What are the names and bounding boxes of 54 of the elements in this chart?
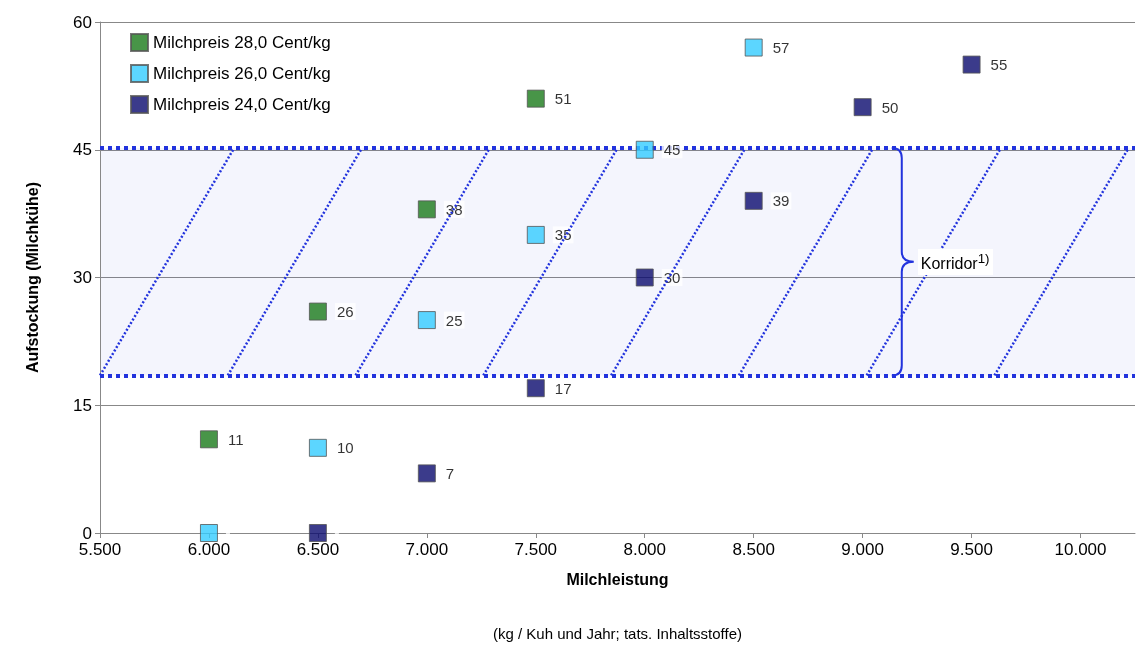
data-label: 17: [554, 379, 572, 397]
point: [635, 140, 654, 159]
x-tick-label: 7.500: [514, 540, 558, 559]
band-label: Korridor$^{1)}$: [917, 248, 993, 276]
data-label: 45: [663, 141, 681, 159]
y-tick-label: 0: [82, 523, 92, 543]
y-tick-label: 30: [73, 268, 92, 287]
point: [417, 464, 436, 483]
point: [526, 89, 545, 108]
point: [744, 191, 763, 210]
x-tick-label: 8.000: [623, 540, 667, 559]
point: [526, 225, 545, 244]
data-label: 11: [227, 430, 244, 448]
legend-label: Milchpreis 26,0 Cent/kg: [153, 64, 331, 83]
data-label: 25: [445, 311, 463, 329]
data-label: 57: [772, 39, 790, 57]
text: (kg / Kuh und Jahr; tats. Inhaltsstoffe): [492, 625, 743, 642]
point: [635, 268, 654, 287]
data-label: 51: [554, 90, 572, 108]
x-tick-label: 10.000: [1054, 540, 1107, 559]
x-tick-label: 8.500: [732, 540, 775, 559]
point: [417, 311, 436, 330]
point: [526, 379, 545, 398]
x-tick-label: 5.500: [78, 540, 122, 559]
point: [308, 302, 327, 321]
x-tick-label: 9.000: [841, 540, 884, 559]
data-label: 50: [881, 98, 899, 116]
point: [962, 55, 981, 74]
data-label: 35: [554, 226, 572, 244]
data-label: 38: [445, 200, 463, 218]
y-tick-label: 15: [73, 395, 92, 415]
point: [417, 200, 436, 219]
data-label: 26: [336, 303, 354, 321]
x-tick-label: 6.000: [187, 540, 231, 559]
x-tick-label: 9.500: [950, 540, 993, 559]
y-tick-label: 60: [73, 12, 92, 32]
x-tick-label: 6.500: [296, 540, 340, 559]
point: [199, 430, 218, 449]
legend-label: Milchpreis 28,0 Cent/kg: [153, 33, 331, 52]
x-axis-title: Milchleistung: [566, 570, 669, 588]
point: [744, 38, 763, 57]
x-tick-label: 7.000: [405, 540, 449, 559]
point: [853, 98, 872, 117]
data-label: 55: [990, 56, 1008, 74]
point: [199, 524, 218, 542]
y-tick-label: 45: [73, 140, 92, 160]
point: [308, 524, 327, 542]
data-label: 30: [663, 269, 681, 286]
data-label: 7: [445, 464, 455, 482]
data-label: 39: [772, 192, 790, 210]
y-axis-title: Aufstockung (Milchkühe): [23, 181, 41, 374]
data-label: 10: [336, 439, 354, 457]
point: [308, 438, 327, 457]
legend-label: Milchpreis 24,0 Cent/kg: [153, 95, 331, 114]
